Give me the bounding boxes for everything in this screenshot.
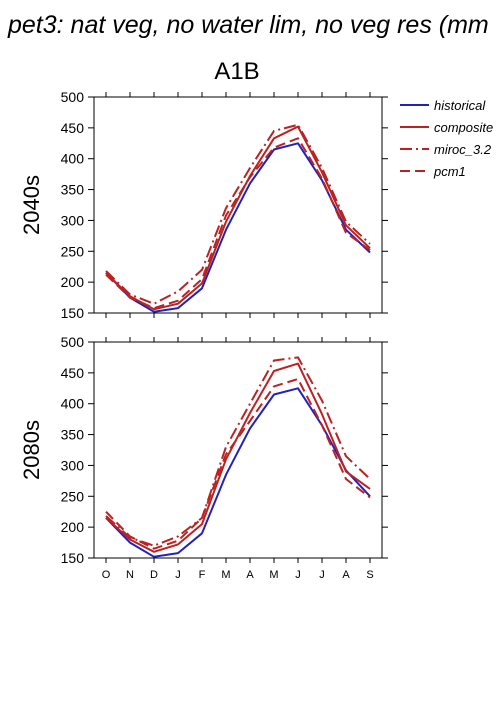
y-tick-label: 350 bbox=[61, 182, 85, 198]
series-lines bbox=[105, 123, 371, 313]
y-tick-label: 200 bbox=[61, 274, 85, 290]
x-tick-label: M bbox=[221, 569, 230, 581]
x-tick-label: A bbox=[246, 569, 254, 581]
series-line-pcm1 bbox=[105, 378, 371, 550]
plot-frame bbox=[93, 96, 383, 314]
x-tick-label: D bbox=[150, 569, 158, 581]
legend-label: pcm1 bbox=[433, 164, 466, 179]
y-tick-label: 350 bbox=[61, 427, 85, 443]
series-line-composite bbox=[105, 362, 371, 553]
y-tick-label: 150 bbox=[61, 305, 85, 321]
panel-2040s: 2040s 150 200 250 300 350 400 450 500 bbox=[19, 89, 388, 321]
x-tick-label: F bbox=[199, 569, 206, 581]
series-line-historical bbox=[105, 142, 371, 313]
series-line-miroc-3-2 bbox=[105, 356, 371, 547]
series-lines bbox=[105, 356, 371, 558]
series-line-historical bbox=[105, 387, 371, 558]
legend-label: composite bbox=[434, 120, 493, 135]
y-tick-label: 500 bbox=[61, 334, 85, 350]
x-tick-label: J bbox=[319, 569, 325, 581]
y-tick-label: 450 bbox=[61, 365, 85, 381]
y-tick-labels: 150 200 250 300 350 400 450 500 bbox=[61, 89, 85, 321]
y-tick-label: 200 bbox=[61, 519, 85, 535]
figure-title: pet3: nat veg, no water lim, no veg res … bbox=[7, 11, 489, 39]
y-tick-label: 300 bbox=[61, 212, 85, 228]
y-tick-label: 400 bbox=[61, 396, 85, 412]
legend-label: miroc_3.2 bbox=[434, 142, 492, 157]
legend: historical composite miroc_3.2 pcm1 bbox=[400, 98, 493, 179]
x-tick-label: O bbox=[102, 569, 111, 581]
y-tick-label: 500 bbox=[61, 89, 85, 105]
row-label-2080s: 2080s bbox=[19, 420, 44, 480]
y-tick-label: 450 bbox=[61, 120, 85, 136]
plot-frame bbox=[93, 341, 383, 559]
y-tick-label: 250 bbox=[61, 488, 85, 504]
panel-2080s: 2080s 150 200 250 300 350 400 450 500 O N D J F M A M J… bbox=[19, 334, 388, 581]
x-tick-label: A bbox=[342, 569, 350, 581]
x-tick-label: J bbox=[175, 569, 181, 581]
series-line-composite bbox=[105, 125, 371, 311]
y-tick-label: 300 bbox=[61, 457, 85, 473]
row-label-2040s: 2040s bbox=[19, 175, 44, 235]
y-tick-label: 150 bbox=[61, 550, 85, 566]
series-line-pcm1 bbox=[105, 137, 371, 310]
panel-axes bbox=[88, 337, 388, 563]
x-tick-label: N bbox=[126, 569, 134, 581]
scenario-label: A1B bbox=[214, 58, 259, 85]
x-tick-label: S bbox=[366, 569, 373, 581]
y-tick-label: 250 bbox=[61, 243, 85, 259]
x-tick-label: J bbox=[295, 569, 301, 581]
panel-axes bbox=[88, 92, 388, 318]
x-tick-label: M bbox=[269, 569, 278, 581]
legend-label: historical bbox=[434, 98, 486, 113]
y-tick-labels: 150 200 250 300 350 400 450 500 bbox=[61, 334, 85, 566]
series-line-miroc-3-2 bbox=[105, 123, 371, 305]
y-tick-label: 400 bbox=[61, 151, 85, 167]
